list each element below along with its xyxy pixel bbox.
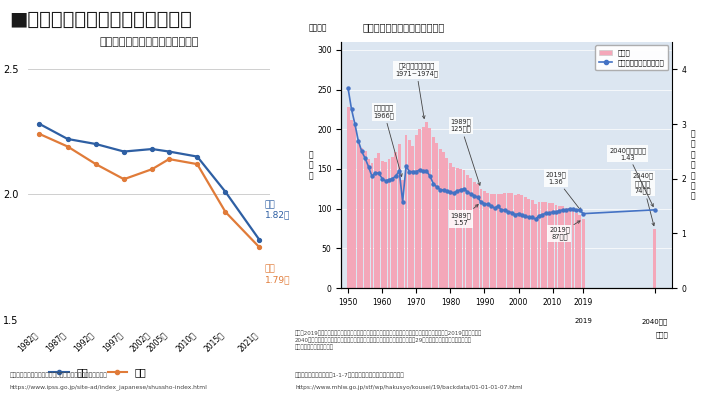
Bar bbox=[541, 202, 544, 288]
Bar bbox=[653, 229, 656, 288]
Legend: 男性, 女性: 男性, 女性 bbox=[46, 363, 151, 381]
Y-axis label: 合
計
特
殊
出
生
率: 合 計 特 殊 出 生 率 bbox=[691, 129, 696, 201]
Text: https://www.ipss.go.jp/site-ad/index_japanese/shussho-index.html: https://www.ipss.go.jp/site-ad/index_jap… bbox=[9, 384, 207, 390]
Bar bbox=[432, 137, 434, 288]
Bar bbox=[558, 206, 561, 288]
Text: 2040推計: 2040推計 bbox=[642, 318, 668, 325]
Bar bbox=[449, 164, 451, 288]
Bar bbox=[395, 152, 397, 288]
Legend: 出生数, 合計特殊出生率（右軸）: 出生数, 合計特殊出生率（右軸） bbox=[595, 46, 668, 70]
Bar bbox=[528, 199, 530, 288]
Text: 2019: 2019 bbox=[574, 318, 592, 324]
Bar bbox=[412, 146, 415, 288]
Text: ■子どもの希望数・出生数の推移: ■子どもの希望数・出生数の推移 bbox=[9, 10, 192, 29]
Bar bbox=[510, 193, 513, 288]
Text: 2019年
87万人: 2019年 87万人 bbox=[549, 221, 580, 240]
Bar bbox=[486, 193, 489, 288]
Text: （年）: （年） bbox=[656, 332, 668, 338]
Bar bbox=[405, 135, 407, 288]
Bar bbox=[507, 193, 510, 288]
Bar bbox=[429, 128, 432, 288]
Bar bbox=[456, 168, 459, 288]
Bar bbox=[425, 122, 428, 288]
Bar bbox=[370, 164, 373, 288]
Bar bbox=[480, 189, 483, 288]
Bar bbox=[520, 195, 523, 288]
Text: 1989年
125万人: 1989年 125万人 bbox=[450, 118, 481, 185]
Bar bbox=[530, 200, 533, 288]
Bar bbox=[483, 191, 486, 288]
Bar bbox=[572, 210, 574, 288]
Bar bbox=[555, 205, 557, 288]
Bar bbox=[401, 180, 404, 288]
Bar bbox=[442, 152, 445, 288]
Bar bbox=[378, 153, 380, 288]
Bar bbox=[565, 208, 567, 288]
Title: 未婚者の希望子ども数は減少傾向: 未婚者の希望子ども数は減少傾向 bbox=[100, 37, 199, 47]
Bar bbox=[353, 125, 356, 288]
Bar bbox=[367, 159, 370, 288]
Bar bbox=[397, 144, 401, 288]
Bar bbox=[490, 194, 493, 288]
Text: 出生数、合計特殊出生率の推移: 出生数、合計特殊出生率の推移 bbox=[363, 22, 444, 33]
Text: 2040年（仮定）
1.43: 2040年（仮定） 1.43 bbox=[609, 147, 653, 206]
Bar bbox=[463, 170, 466, 288]
Bar bbox=[562, 206, 565, 288]
Bar bbox=[364, 151, 367, 288]
Text: ひのえうま
1966年: ひのえうま 1966年 bbox=[373, 105, 402, 176]
Bar bbox=[476, 184, 479, 288]
Bar bbox=[452, 166, 455, 288]
Text: 第2次ベビーブーム
1971~1974年: 第2次ベビーブーム 1971~1974年 bbox=[395, 63, 438, 118]
Bar bbox=[418, 129, 421, 288]
Bar bbox=[350, 120, 353, 288]
Bar bbox=[384, 162, 387, 288]
Bar bbox=[422, 127, 424, 288]
Bar bbox=[517, 194, 520, 288]
Bar bbox=[493, 194, 496, 288]
Text: 女性
1.79人: 女性 1.79人 bbox=[264, 265, 290, 284]
Bar bbox=[469, 178, 472, 288]
Bar bbox=[459, 169, 462, 288]
Text: 2019年
1.36: 2019年 1.36 bbox=[545, 172, 581, 211]
Text: 2040年
（推計）
74万人: 2040年 （推計） 74万人 bbox=[632, 172, 655, 226]
Text: 出典：厚生労働省「図表1-1-7　出生数、合計特殊出生率の推移」: 出典：厚生労働省「図表1-1-7 出生数、合計特殊出生率の推移」 bbox=[295, 372, 405, 378]
Bar bbox=[551, 203, 554, 288]
Text: 図表 1-1-7: 図表 1-1-7 bbox=[305, 23, 346, 32]
Bar bbox=[538, 202, 540, 288]
Text: 出典：国立社会保障・人口問題研究所「出生動向基本調査」: 出典：国立社会保障・人口問題研究所「出生動向基本調査」 bbox=[9, 372, 107, 378]
Text: https://www.mhlw.go.jp/stf/wp/hakusyo/kousei/19/backdata/01-01-01-07.html: https://www.mhlw.go.jp/stf/wp/hakusyo/ko… bbox=[295, 385, 523, 390]
Y-axis label: 出
生
数: 出 生 数 bbox=[309, 150, 314, 180]
Bar bbox=[408, 140, 411, 288]
Bar bbox=[534, 204, 537, 288]
Bar bbox=[380, 161, 384, 288]
Text: （万人）: （万人） bbox=[308, 23, 327, 32]
Bar bbox=[503, 193, 506, 288]
Bar bbox=[568, 208, 571, 288]
Text: 資料：2019年までは厚生労働省政策統括官付参事官付人口動態・保健社会統計室「人口動態統計」（2019年は概数）、
2040年の出生数は国立社会保障・人口問題研: 資料：2019年までは厚生労働省政策統括官付参事官付人口動態・保健社会統計室「人… bbox=[295, 330, 482, 350]
Bar bbox=[513, 195, 517, 288]
Bar bbox=[466, 174, 469, 288]
Bar bbox=[500, 194, 503, 288]
Bar bbox=[446, 158, 449, 288]
Text: 1989年
1.57: 1989年 1.57 bbox=[450, 204, 479, 226]
Text: 男性
1.82人: 男性 1.82人 bbox=[264, 200, 290, 220]
Bar bbox=[357, 140, 360, 288]
Bar bbox=[374, 158, 377, 288]
Bar bbox=[524, 197, 527, 288]
Bar bbox=[545, 202, 547, 288]
Bar bbox=[547, 203, 550, 288]
Bar bbox=[391, 157, 394, 288]
Bar bbox=[435, 143, 438, 288]
Bar bbox=[387, 160, 390, 288]
Bar bbox=[579, 215, 582, 288]
Bar bbox=[360, 148, 363, 288]
Bar bbox=[582, 219, 584, 288]
Bar bbox=[575, 213, 578, 288]
Bar bbox=[439, 149, 442, 288]
Bar bbox=[347, 107, 350, 288]
Bar bbox=[415, 135, 418, 288]
Bar bbox=[496, 194, 500, 288]
Bar bbox=[473, 182, 476, 288]
